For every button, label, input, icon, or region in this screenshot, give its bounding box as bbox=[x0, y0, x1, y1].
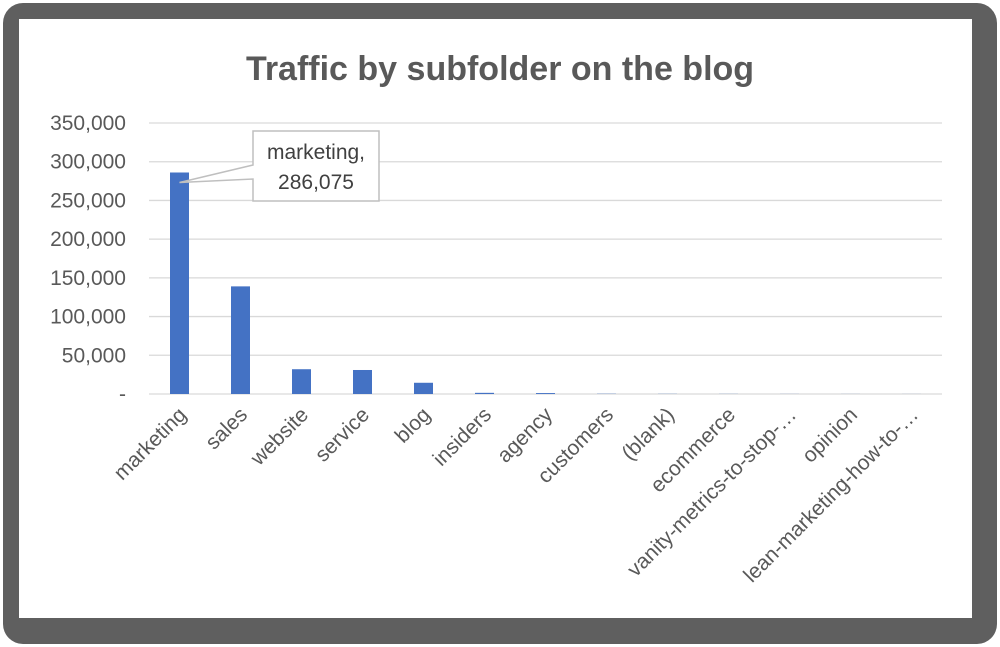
chart-frame: Traffic by subfolder on the blog - 50,000… bbox=[3, 3, 997, 644]
data-callout: marketing, 286,075 bbox=[179, 130, 380, 202]
bars bbox=[170, 172, 921, 394]
callout-label-value: 286,075 bbox=[278, 171, 354, 194]
bar-3 bbox=[353, 369, 372, 394]
y-tick-label: 200,000 bbox=[50, 228, 126, 251]
chart-title: Traffic by subfolder on the blog bbox=[246, 50, 754, 88]
x-category-label: service bbox=[311, 403, 374, 466]
bar-5 bbox=[475, 392, 494, 394]
y-tick-label: 350,000 bbox=[50, 112, 126, 135]
x-category-label: sales bbox=[201, 403, 252, 454]
y-tick-label: 150,000 bbox=[50, 267, 126, 290]
y-tick-label: 250,000 bbox=[50, 189, 126, 212]
bar-6 bbox=[536, 393, 555, 394]
y-tick-label: 300,000 bbox=[50, 151, 126, 174]
x-category-label: website bbox=[246, 403, 313, 470]
bar-2 bbox=[292, 369, 311, 394]
y-tick-label: 100,000 bbox=[50, 306, 126, 329]
y-tick-label: - bbox=[119, 383, 126, 406]
callout-box bbox=[179, 130, 380, 202]
bar-chart: Traffic by subfolder on the blog - 50,000… bbox=[50, 50, 942, 587]
bar-4 bbox=[414, 382, 433, 394]
y-tick-label: 50,000 bbox=[62, 344, 126, 367]
y-axis-ticks: - 50,000 100,000 150,000 200,000 250,000 300,0… bbox=[50, 112, 126, 406]
x-category-label: (blank) bbox=[617, 403, 679, 465]
x-category-label: blog bbox=[391, 403, 435, 447]
bar-1 bbox=[231, 286, 250, 394]
callout-label-category: marketing, bbox=[267, 141, 365, 164]
x-category-label: insiders bbox=[429, 403, 496, 470]
x-category-label: marketing bbox=[110, 403, 191, 484]
chart-area: Traffic by subfolder on the blog - 50,000… bbox=[19, 19, 972, 618]
bar-0 bbox=[170, 172, 189, 394]
